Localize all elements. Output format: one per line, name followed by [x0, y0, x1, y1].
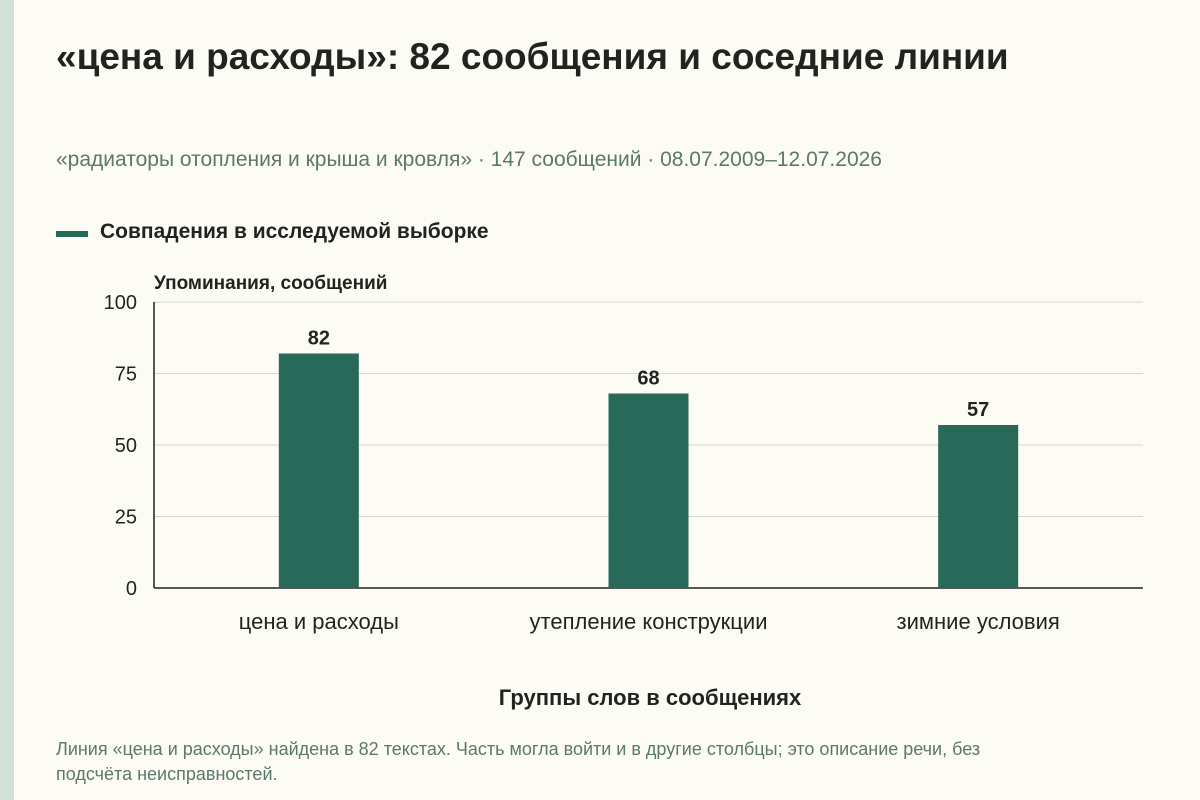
chart-title: «цена и расходы»: 82 сообщения и соседни…: [56, 36, 1009, 77]
bar: [278, 353, 359, 588]
accent-stripe: [0, 0, 14, 800]
y-tick-label: 75: [115, 364, 137, 386]
x-tick-label: цена и расходы: [239, 609, 399, 634]
bar-value-label: 82: [308, 327, 330, 349]
y-tick-label: 100: [104, 292, 137, 314]
y-tick-label: 0: [126, 578, 137, 600]
y-axis-label: Упоминания, сообщений: [154, 273, 388, 294]
legend: Совпадения в исследуемой выборке: [56, 218, 489, 246]
x-tick-label: зимние условия: [897, 609, 1060, 634]
chart-subtitle: «радиаторы отопления и крыша и кровля» ·…: [56, 148, 882, 171]
x-tick-label: утепление конструкции: [530, 609, 768, 634]
y-tick-label: 50: [115, 435, 137, 457]
footnote: Линия «цена и расходы» найдена в 82 текс…: [56, 739, 981, 784]
bar-value-label: 68: [637, 368, 659, 390]
bar: [608, 393, 689, 588]
bar: [938, 424, 1019, 588]
legend-label: Совпадения в исследуемой выборке: [100, 220, 489, 243]
bar-value-label: 57: [967, 399, 989, 421]
y-tick-label: 25: [115, 507, 137, 529]
x-axis-label: Группы слов в сообщениях: [498, 685, 802, 710]
legend-swatch: [56, 231, 88, 237]
